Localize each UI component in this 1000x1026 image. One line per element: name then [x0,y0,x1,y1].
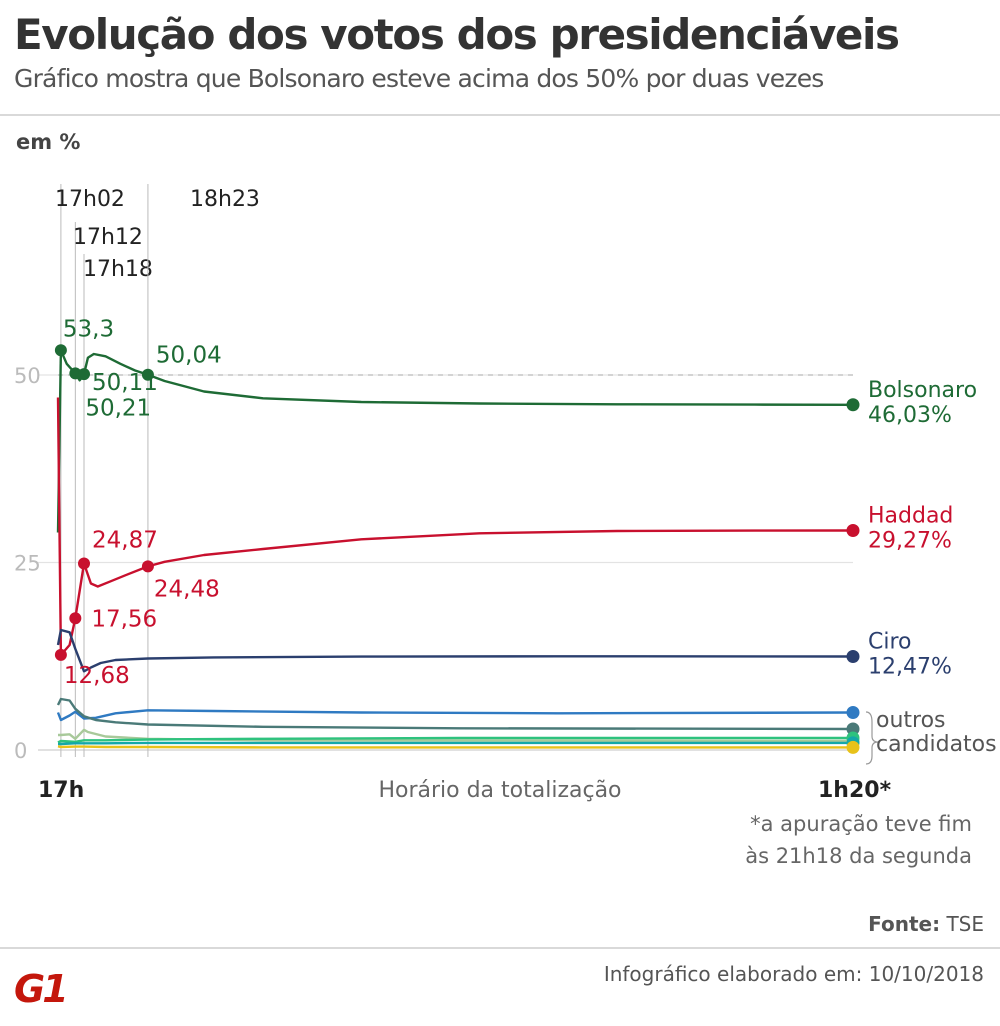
series-line [56,397,854,657]
time-marker-label: 17h12 [73,225,143,250]
data-label: 12,68 [64,663,130,689]
series-line [56,709,854,722]
others-label: outros [876,708,946,733]
series-value-label: 12,47% [868,654,952,679]
time-marker-label: 18h23 [190,187,260,212]
data-label: 17,56 [91,606,157,632]
time-marker-label: 17h02 [55,187,125,212]
chart-title: Evolução dos votos dos presidenciáveis [14,10,900,59]
chart-subtitle: Gráfico mostra que Bolsonaro esteve acim… [14,64,824,93]
y-tick-label: 0 [14,739,27,763]
series-value-label: 46,03% [868,403,952,428]
x-tick-label: 17h [38,778,84,803]
series-line [56,628,854,673]
data-point [54,344,67,357]
data-point [78,368,90,381]
credit-note: Infográfico elaborado em: 10/10/2018 [603,962,984,986]
data-label: 50,21 [85,395,151,421]
footnote: às 21h18 da segunda [745,844,972,868]
time-marker-label: 17h18 [83,257,153,282]
data-point [141,368,154,381]
y-axis-unit: em % [16,130,81,154]
g1-logo: G1 [14,967,69,1006]
line-chart: 0255017h0217h1217h1818h2353,350,2150,115… [14,184,997,868]
series-name-label: Bolsonaro [868,378,977,403]
series-line [57,736,853,744]
end-point [846,740,860,754]
end-point [846,649,860,663]
others-label: candidatos [876,732,997,757]
header-divider [0,114,1000,116]
series-line [58,741,853,746]
data-point [54,648,67,661]
series-line [57,745,853,749]
series-name-label: Ciro [868,629,912,654]
end-point [846,398,860,412]
source-label: Fonte: [868,912,941,936]
data-point [78,557,90,570]
series-line [56,349,854,533]
end-point [846,706,860,719]
source-note: Fonte: TSE [868,912,984,936]
data-point [69,612,82,625]
footnote: *a apuração teve fim [750,812,972,836]
y-tick-label: 50 [14,364,41,388]
series-line [56,697,854,731]
series-value-label: 29,27% [868,528,952,553]
data-point [69,367,82,380]
source-value: TSE [946,912,984,936]
footer-divider [0,947,1000,949]
series-name-label: Haddad [868,503,953,528]
data-label: 24,87 [92,527,158,553]
end-point [846,523,860,537]
data-label: 50,04 [156,343,222,369]
end-point [846,722,860,736]
data-label: 53,3 [63,316,114,342]
y-tick-label: 25 [14,552,41,576]
x-axis-title: Horário da totalização [378,778,621,803]
svg-text:G1: G1 [14,967,66,1006]
x-tick-label: 1h20* [818,778,892,803]
data-point [141,560,154,573]
others-bracket [865,711,879,765]
data-label: 24,48 [154,576,220,602]
